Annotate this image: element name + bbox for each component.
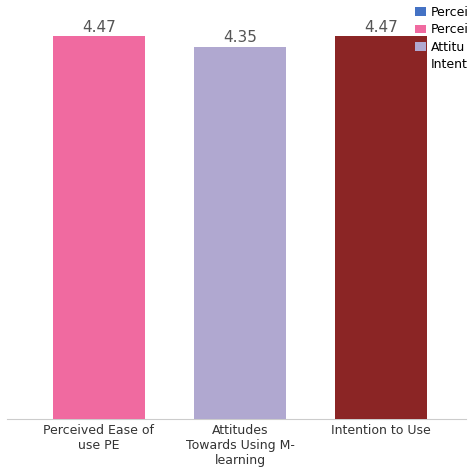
Text: 4.47: 4.47 <box>82 19 116 35</box>
Bar <box>194 46 286 419</box>
Bar <box>335 36 427 419</box>
Text: 4.35: 4.35 <box>223 30 257 45</box>
Legend: Percei, Percei, Attitu, Intent: Percei, Percei, Attitu, Intent <box>415 6 469 71</box>
Text: 4.47: 4.47 <box>365 19 398 35</box>
Bar <box>53 36 145 419</box>
